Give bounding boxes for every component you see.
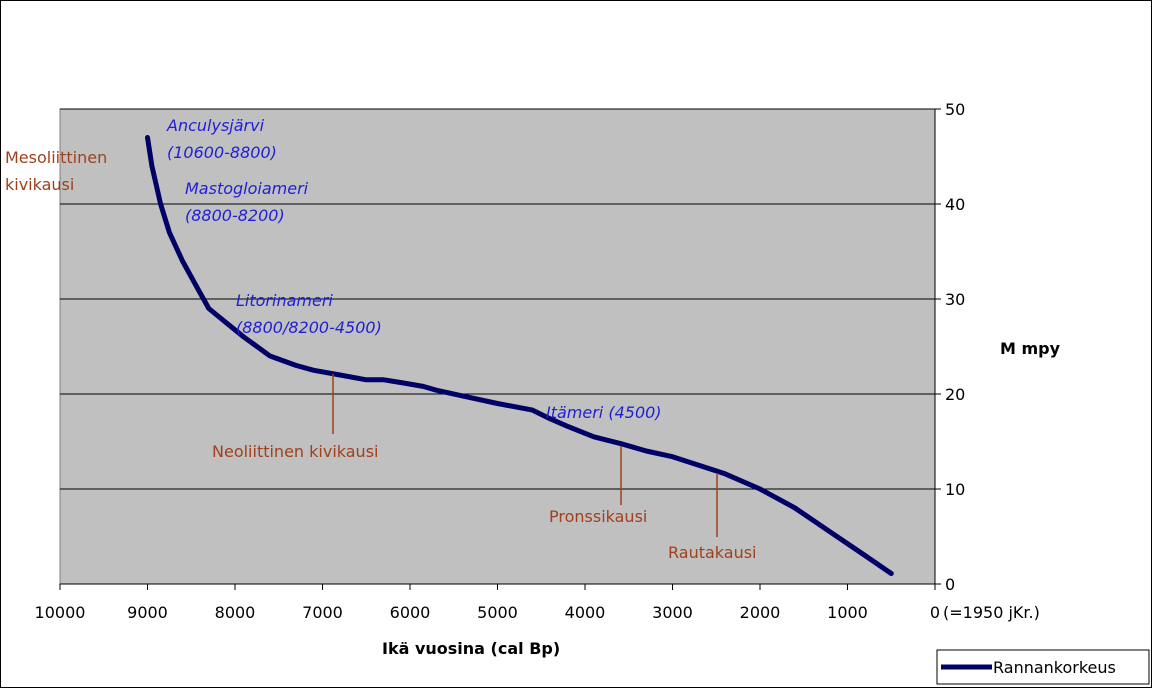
annotation-mesolithic-line1: Mesoliittinen bbox=[5, 148, 107, 167]
x-ticks: 10000 9000 8000 7000 6000 5000 4000 3000 2000 100… bbox=[35, 584, 940, 622]
annotation-neolithic: Neoliittinen kivikausi bbox=[212, 442, 378, 461]
annotation-mastogloia-line2: (8800-8200) bbox=[185, 206, 285, 225]
annotation-anculus-line2: (10600-8800) bbox=[167, 143, 277, 162]
gridlines bbox=[60, 108, 935, 490]
y-tick-label-40: 40 bbox=[945, 195, 965, 214]
y-axis-title: M mpy bbox=[1000, 339, 1061, 358]
legend-label: Rannankorkeus bbox=[993, 658, 1116, 677]
annotation-bronze: Pronssikausi bbox=[549, 507, 647, 526]
y-tick-label-50: 50 bbox=[945, 100, 965, 119]
y-tick-label-30: 30 bbox=[945, 290, 965, 309]
y-ticks: 0 10 20 30 40 50 bbox=[935, 100, 965, 594]
x-axis-title: Ikä vuosina (cal Bp) bbox=[382, 639, 560, 658]
x-tick-label-3000: 3000 bbox=[652, 603, 693, 622]
x-zero-note: (=1950 jKr.) bbox=[943, 603, 1040, 622]
x-tick-label-7000: 7000 bbox=[302, 603, 343, 622]
y-tick-label-10: 10 bbox=[945, 480, 965, 499]
annotation-anculus-line1: Anculysjärvi bbox=[166, 116, 265, 135]
annotation-mastogloia-line1: Mastogloiameri bbox=[185, 179, 309, 198]
x-tick-label-6000: 6000 bbox=[390, 603, 431, 622]
annotation-litorina-line1: Litorinameri bbox=[236, 291, 333, 310]
x-tick-label-4000: 4000 bbox=[565, 603, 606, 622]
series bbox=[145, 135, 894, 576]
x-tick-label-5000: 5000 bbox=[477, 603, 518, 622]
annotation-iron: Rautakausi bbox=[668, 543, 757, 562]
annotation-itameri: Itämeri (4500) bbox=[546, 403, 662, 422]
y-tick-label-0: 0 bbox=[945, 575, 955, 594]
x-tick-label-8000: 8000 bbox=[215, 603, 256, 622]
annotation-mesolithic-line2: kivikausi bbox=[5, 175, 74, 194]
x-tick-label-10000: 10000 bbox=[35, 603, 86, 622]
x-tick-label-2000: 2000 bbox=[740, 603, 781, 622]
x-tick-label-9000: 9000 bbox=[127, 603, 168, 622]
series-line-0 bbox=[145, 135, 894, 576]
legend: Rannankorkeus bbox=[936, 649, 1150, 685]
y-tick-label-20: 20 bbox=[945, 385, 965, 404]
x-tick-label-1000: 1000 bbox=[827, 603, 868, 622]
annotation-litorina-line2: (8800/8200-4500) bbox=[236, 318, 382, 337]
x-tick-label-0: 0 bbox=[930, 603, 940, 622]
